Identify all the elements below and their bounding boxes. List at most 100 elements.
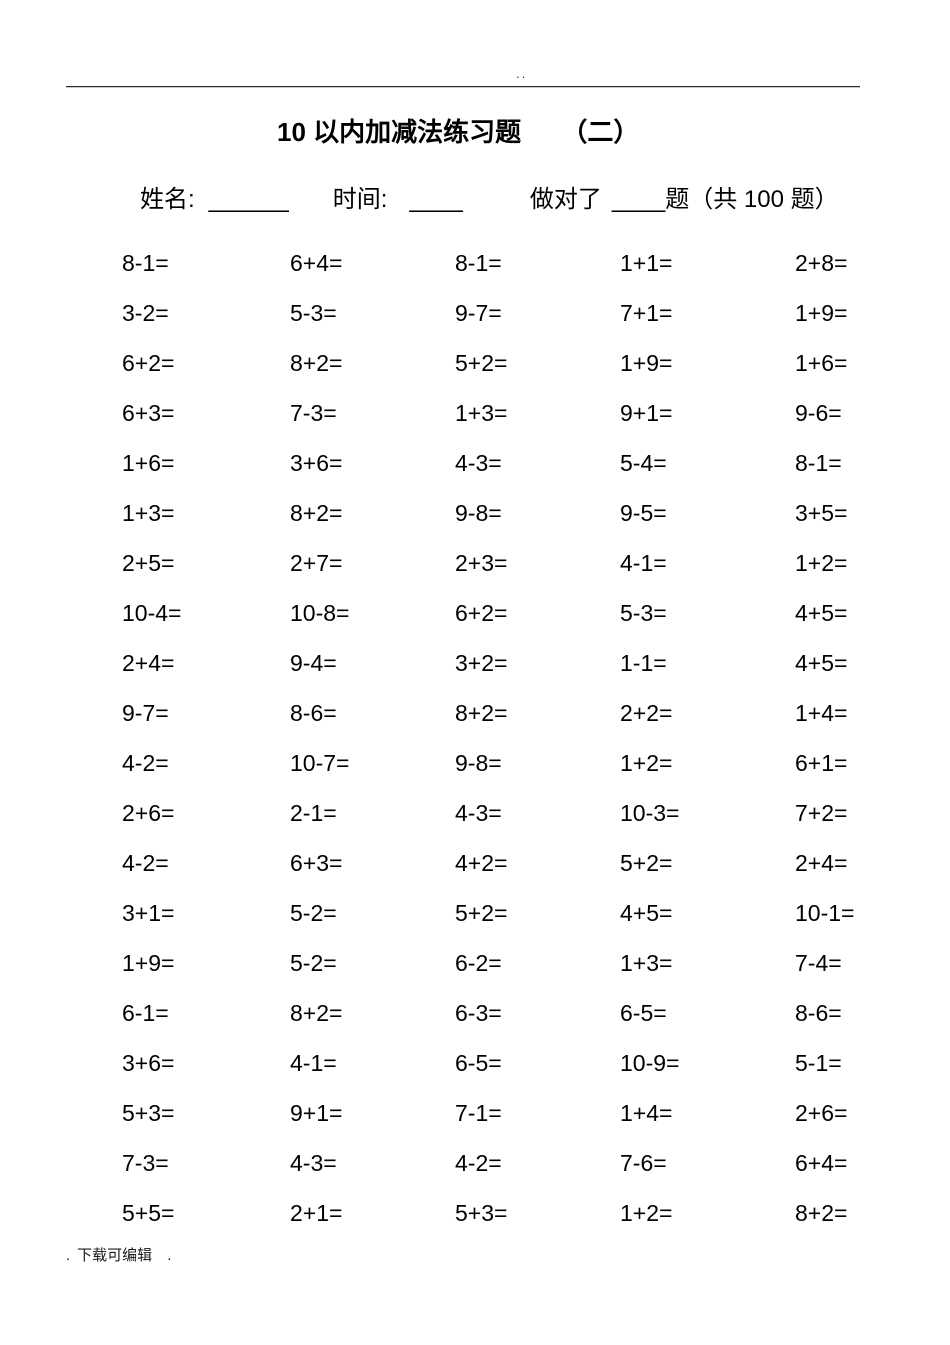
problem-cell: 10-4= <box>122 600 182 626</box>
problem-cell: 7-4= <box>795 950 842 976</box>
problem-cell: 8+2= <box>290 350 343 376</box>
problem-cell: 9+1= <box>620 400 673 426</box>
problem-cell: 8-6= <box>795 1000 842 1026</box>
problem-cell: 6+2= <box>455 600 508 626</box>
problem-cell: 4+5= <box>795 600 848 626</box>
problem-cell: 8+2= <box>795 1200 848 1226</box>
problem-cell: 1+9= <box>795 300 848 326</box>
problem-cell: 8-1= <box>795 450 842 476</box>
problem-cell: 8-1= <box>122 250 169 276</box>
problem-cell: 5-2= <box>290 900 337 926</box>
problem-cell: 7+1= <box>620 300 673 326</box>
problem-cell: 3+5= <box>795 500 848 526</box>
problem-cell: 2+6= <box>122 800 175 826</box>
problem-cell: 9-5= <box>620 500 667 526</box>
header-rule-divider <box>66 86 860 88</box>
name-label: 姓名: <box>140 186 195 213</box>
problem-cell: 3+6= <box>290 450 343 476</box>
problem-cell: 1+3= <box>620 950 673 976</box>
footer-dot-left: . <box>66 1247 71 1264</box>
problem-cell: 2+3= <box>455 550 508 576</box>
problem-cell: 2+4= <box>122 650 175 676</box>
problem-cell: 5+3= <box>455 1200 508 1226</box>
problem-cell: 6+4= <box>795 1150 848 1176</box>
problem-cell: 4+5= <box>620 900 673 926</box>
problem-cell: 9-7= <box>122 700 169 726</box>
problem-cell: 2+4= <box>795 850 848 876</box>
problem-cell: 7-3= <box>290 400 337 426</box>
problems-grid: 8-1= 6+4= 8-1= 1+1= 2+8= 3-2= 5-3= 9-7= 7+1= 1+9=… <box>70 238 880 1238</box>
problem-cell: 1+6= <box>122 450 175 476</box>
problem-cell: 4-2= <box>122 750 169 776</box>
score-suffix: 题（共 100 题） <box>665 186 839 213</box>
page-title-part-number: （二） <box>561 117 640 147</box>
problem-cell: 4-1= <box>620 550 667 576</box>
problem-cell: 1+6= <box>795 350 848 376</box>
problem-cell: 2+6= <box>795 1100 848 1126</box>
problem-cell: 3+2= <box>455 650 508 676</box>
problem-cell: 6+3= <box>122 400 175 426</box>
info-line: 姓名: ______ 时间: ____ 做对了 ____题（共 100 题） <box>0 184 950 216</box>
problem-cell: 4-3= <box>290 1150 337 1176</box>
page-title-text: 10 以内加减法练习题 <box>277 117 522 147</box>
problem-cell: 4-1= <box>290 1050 337 1076</box>
problem-cell: 5-4= <box>620 450 667 476</box>
problem-cell: 6+1= <box>795 750 848 776</box>
problem-cell: 5+2= <box>455 350 508 376</box>
problem-cell: 6-5= <box>620 1000 667 1026</box>
problem-cell: 6+4= <box>290 250 343 276</box>
problem-cell: 7-3= <box>122 1150 169 1176</box>
problem-cell: 3-2= <box>122 300 169 326</box>
problem-cell: 7-1= <box>455 1100 502 1126</box>
problem-cell: 7+2= <box>795 800 848 826</box>
problem-cell: 5+2= <box>620 850 673 876</box>
problem-cell: 1+3= <box>122 500 175 526</box>
problem-cell: 1+9= <box>122 950 175 976</box>
problem-cell: 1+4= <box>795 700 848 726</box>
problem-cell: 5-3= <box>290 300 337 326</box>
problem-cell: 1+3= <box>455 400 508 426</box>
problem-cell: 1+4= <box>620 1100 673 1126</box>
name-blank: ______ <box>208 186 289 213</box>
problem-cell: 6-1= <box>122 1000 169 1026</box>
problem-cell: 9+1= <box>290 1100 343 1126</box>
problem-cell: 4+2= <box>455 850 508 876</box>
problem-cell: 2+8= <box>795 250 848 276</box>
problem-cell: 5+2= <box>455 900 508 926</box>
problem-cell: 4+5= <box>795 650 848 676</box>
problem-cell: 1+9= <box>620 350 673 376</box>
problem-cell: 6-5= <box>455 1050 502 1076</box>
problem-cell: 4-3= <box>455 800 502 826</box>
problem-cell: 8+2= <box>290 1000 343 1026</box>
page-title: 10 以内加减法练习题 （二） <box>277 116 639 148</box>
problem-cell: 5-1= <box>795 1050 842 1076</box>
problem-cell: 5+5= <box>122 1200 175 1226</box>
problem-cell: 4-2= <box>455 1150 502 1176</box>
problem-cell: 2+5= <box>122 550 175 576</box>
problem-cell: 2+7= <box>290 550 343 576</box>
problem-cell: 4-3= <box>455 450 502 476</box>
problem-cell: 6-3= <box>455 1000 502 1026</box>
problem-cell: 1+2= <box>795 550 848 576</box>
problem-cell: 1+1= <box>620 250 673 276</box>
problem-cell: 10-7= <box>290 750 350 776</box>
problem-cell: 2-1= <box>290 800 337 826</box>
problem-cell: 9-6= <box>795 400 842 426</box>
problem-cell: 3+6= <box>122 1050 175 1076</box>
problem-cell: 6+3= <box>290 850 343 876</box>
problem-cell: 5-2= <box>290 950 337 976</box>
score-label: 做对了 <box>529 186 602 213</box>
problem-cell: 1+2= <box>620 1200 673 1226</box>
problem-cell: 9-8= <box>455 750 502 776</box>
problem-cell: 2+2= <box>620 700 673 726</box>
problem-cell: 1-1= <box>620 650 667 676</box>
score-blank: ____ <box>611 186 666 213</box>
problem-cell: 5+3= <box>122 1100 175 1126</box>
time-label: 时间: <box>332 186 388 213</box>
problem-cell: 9-7= <box>455 300 502 326</box>
problem-cell: 10-9= <box>620 1050 680 1076</box>
problem-cell: 5-3= <box>620 600 667 626</box>
footer-text: 下载可编辑 <box>77 1247 153 1264</box>
problem-cell: 8-1= <box>455 250 502 276</box>
